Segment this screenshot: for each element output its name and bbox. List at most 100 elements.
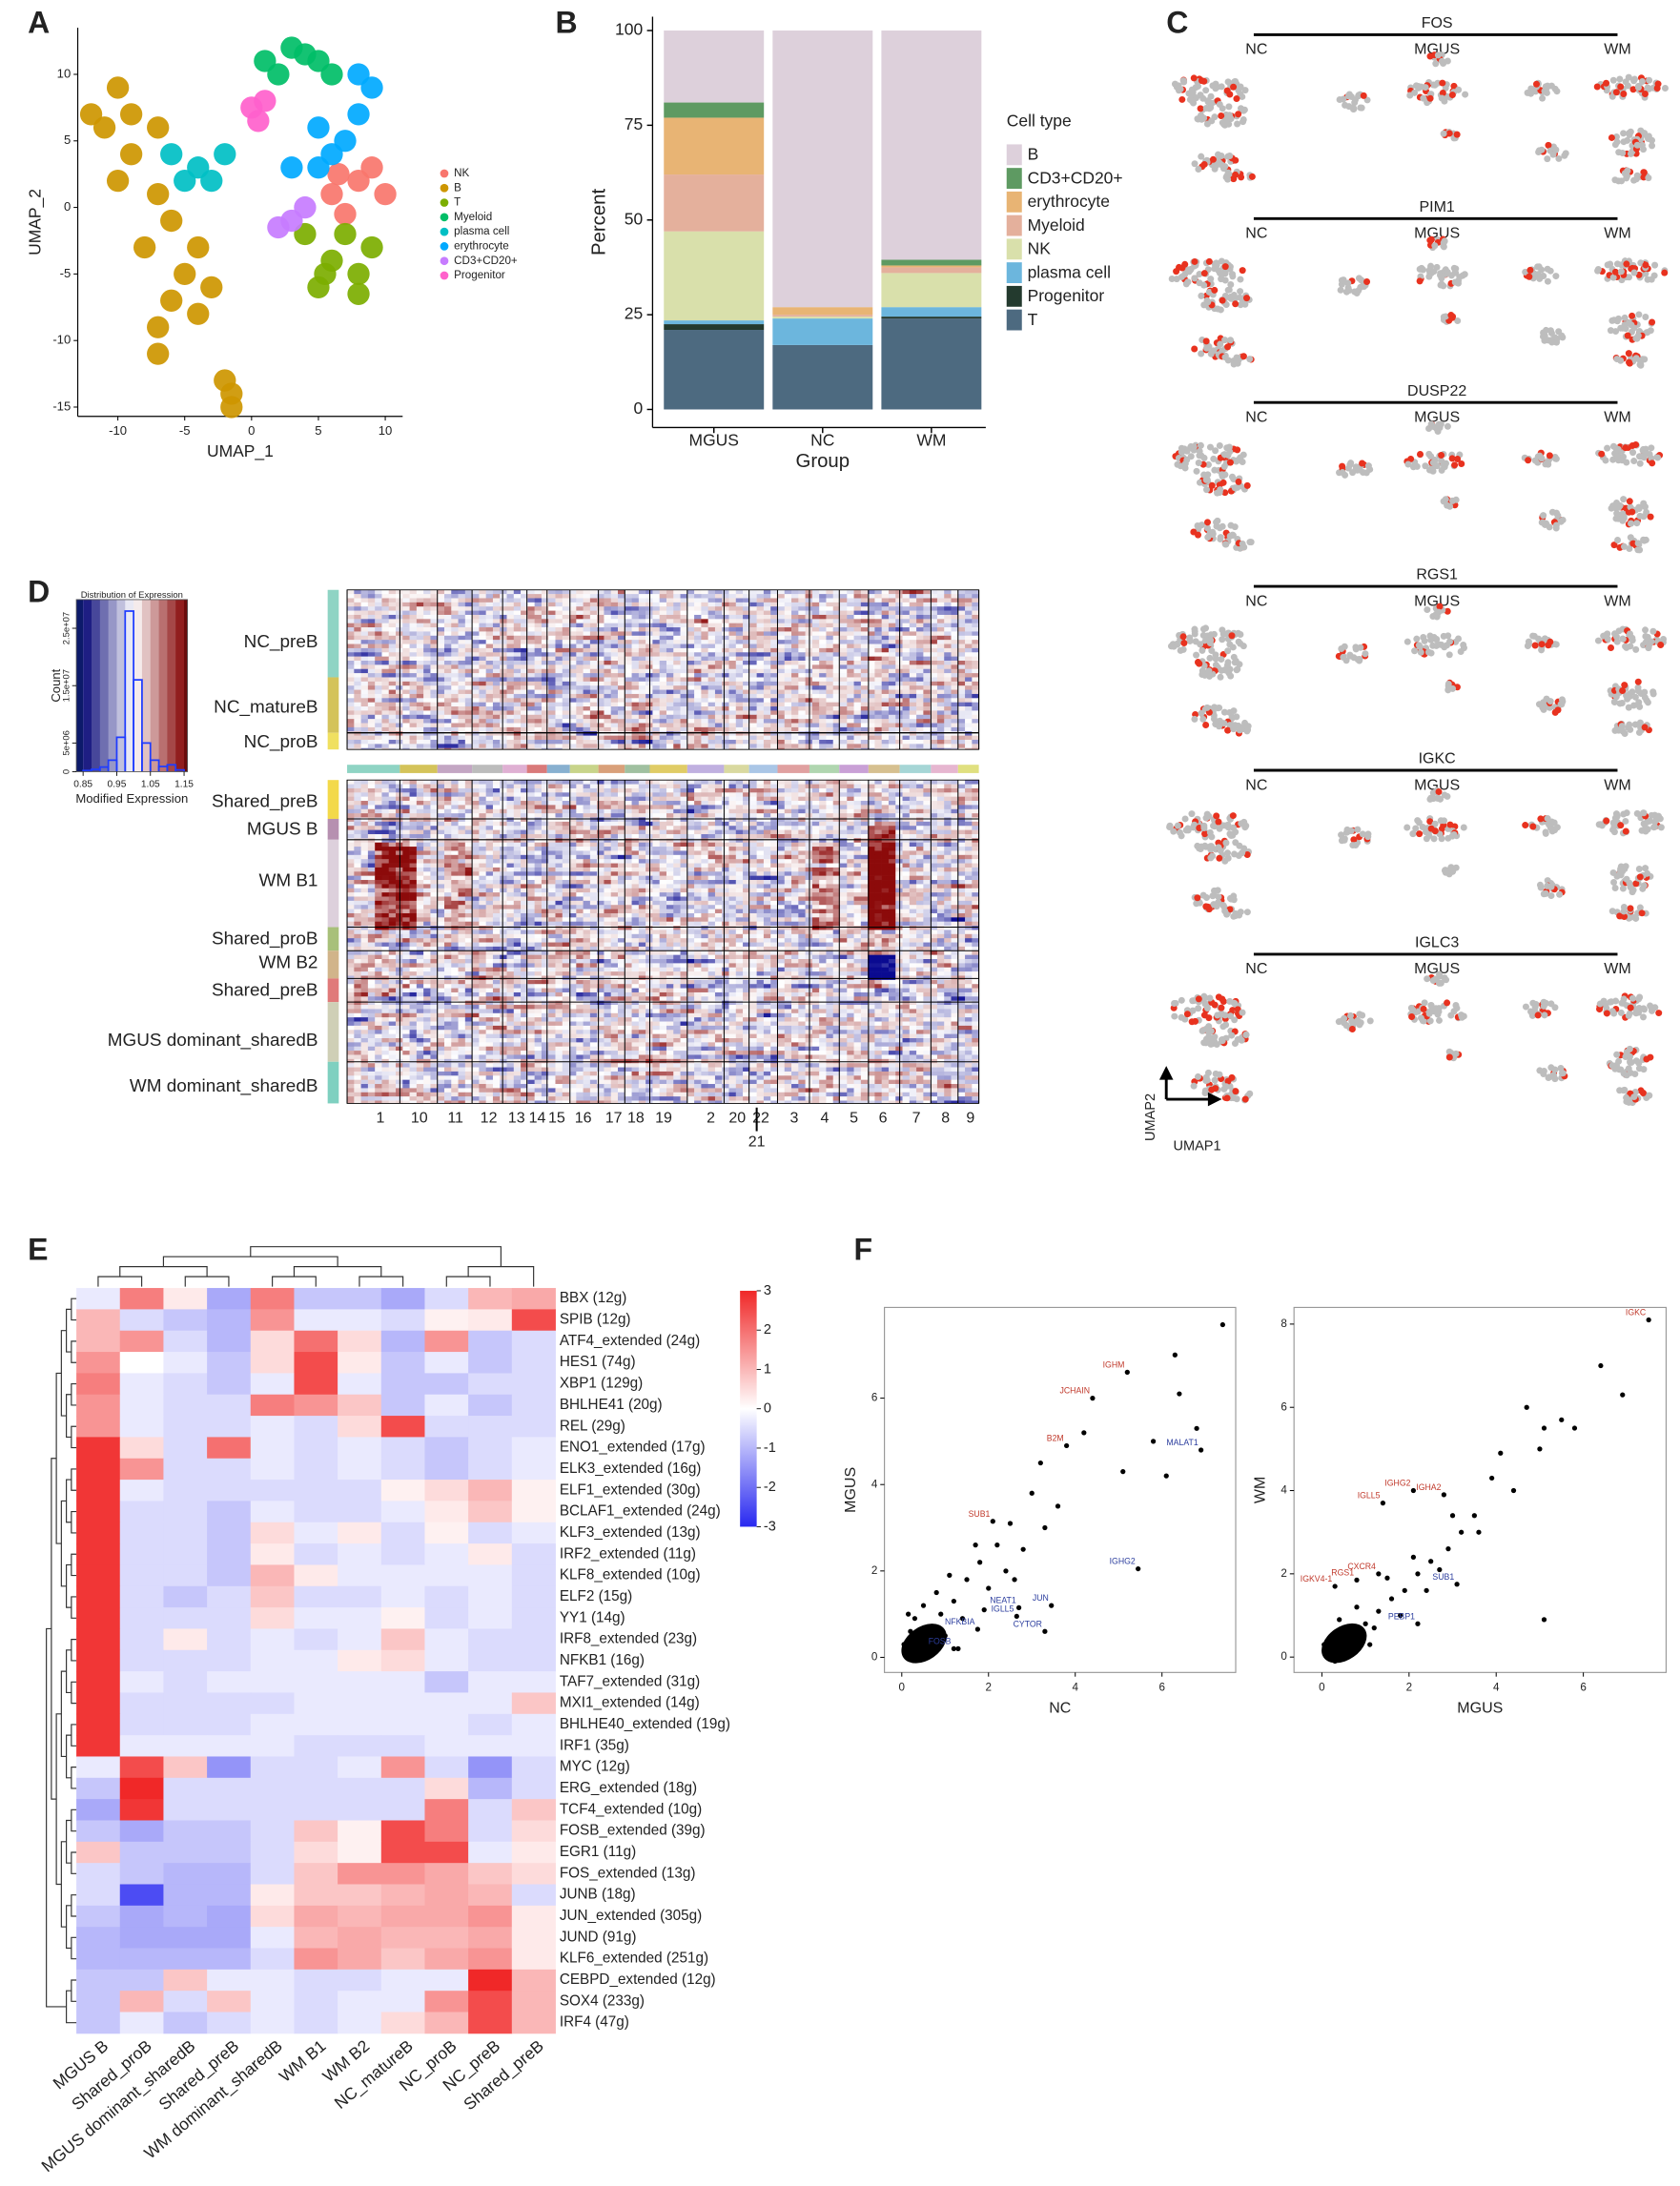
- cell-point: [1354, 826, 1362, 833]
- facet-title: IGKC: [1419, 751, 1456, 767]
- cnv-cell: [347, 689, 355, 695]
- cnv-cell: [625, 689, 632, 695]
- cnv-cell: [416, 681, 424, 686]
- cnv-cell: [458, 606, 466, 611]
- cell-point: [1219, 626, 1226, 634]
- cnv-cell: [714, 640, 723, 644]
- cell-point: [1625, 1011, 1632, 1019]
- cell-point: [1337, 286, 1344, 294]
- cnv-cell: [909, 610, 917, 616]
- cnv-cell: [367, 647, 376, 653]
- cell-point: [1216, 723, 1223, 730]
- cnv-cell: [798, 673, 806, 678]
- cnv-cell: [548, 602, 556, 607]
- cnv-cell: [826, 685, 834, 690]
- cnv-cell: [763, 689, 771, 695]
- cell-point: [1206, 828, 1214, 836]
- cnv-cell: [811, 631, 820, 637]
- cnv-cell: [666, 698, 674, 703]
- cnv-cell: [722, 598, 729, 603]
- cnv-cell: [811, 598, 820, 603]
- cnv-cell: [576, 677, 584, 683]
- cnv-cell: [527, 644, 535, 649]
- cnv-cell: [909, 652, 917, 657]
- cell-point: [1535, 263, 1543, 271]
- cnv-cell: [972, 698, 979, 703]
- cnv-cell: [583, 689, 591, 695]
- cnv-cell: [631, 660, 640, 665]
- cell-point: [1539, 94, 1547, 102]
- cnv-cell: [541, 594, 549, 599]
- cluster-point: [347, 262, 370, 286]
- cnv-cell: [388, 635, 397, 641]
- cell-point: [1432, 1005, 1440, 1012]
- cnv-cell: [479, 640, 486, 644]
- cnv-cell: [375, 619, 382, 623]
- cnv-cell: [763, 606, 771, 611]
- cnv-cell: [840, 664, 848, 670]
- cnv-cell: [923, 668, 931, 674]
- cell-point: [1347, 1011, 1354, 1019]
- cluster-point: [360, 76, 383, 99]
- panel-label: C: [1166, 6, 1188, 40]
- cnv-cell: [881, 640, 890, 644]
- cell-point: [1524, 89, 1531, 96]
- cnv-cell: [631, 594, 640, 599]
- cnv-cell: [451, 640, 459, 644]
- cnv-cell: [965, 619, 973, 623]
- cnv-cell: [464, 623, 473, 628]
- cell-point: [1608, 644, 1615, 652]
- cnv-cell: [381, 702, 390, 707]
- cnv-cell: [909, 664, 917, 670]
- cnv-cell: [659, 664, 667, 670]
- cell-point: [1195, 995, 1202, 1003]
- cell-point: [1227, 895, 1235, 903]
- cnv-cell: [680, 644, 688, 649]
- x-axis-label: UMAP1: [1173, 1138, 1220, 1154]
- cnv-cell: [388, 689, 397, 695]
- cnv-cell: [965, 610, 973, 616]
- cnv-cell: [402, 635, 410, 641]
- cell-point: [1625, 350, 1632, 358]
- cnv-cell: [895, 647, 903, 653]
- cnv-cell: [500, 619, 507, 623]
- legend-label: CD3+CD20+: [454, 255, 518, 267]
- cnv-cell: [659, 594, 667, 599]
- cell-point: [1178, 273, 1185, 280]
- cnv-cell: [485, 627, 494, 632]
- cnv-cell: [625, 702, 632, 707]
- cnv-cell: [555, 693, 563, 699]
- cell-point: [1348, 1025, 1356, 1032]
- cnv-cell: [618, 589, 625, 595]
- cnv-cell: [777, 627, 786, 632]
- cnv-cell: [749, 644, 757, 649]
- cell-point: [1416, 830, 1424, 838]
- cluster-point: [160, 209, 183, 233]
- cnv-cell: [492, 647, 501, 653]
- cell-point: [1556, 890, 1564, 898]
- cell-point: [1644, 84, 1651, 92]
- cnv-cell: [714, 619, 723, 623]
- cell-point: [1551, 1004, 1559, 1011]
- cnv-cell: [756, 598, 765, 603]
- cell-point: [1444, 501, 1451, 509]
- cnv-cell: [555, 664, 563, 670]
- cnv-cell: [735, 644, 744, 649]
- cnv-cell: [479, 698, 486, 703]
- cell-point: [1648, 444, 1655, 452]
- facet-title: RGS1: [1416, 567, 1458, 583]
- cnv-cell: [944, 598, 952, 603]
- cnv-cell: [638, 668, 646, 674]
- cnv-cell: [805, 668, 813, 674]
- cnv-cell: [492, 664, 501, 670]
- cnv-cell: [402, 619, 410, 623]
- cnv-cell: [527, 631, 535, 637]
- cnv-cell: [853, 614, 862, 620]
- cnv-cell: [666, 606, 674, 611]
- legend-swatch: [1006, 262, 1022, 283]
- cluster-point: [334, 222, 357, 246]
- cell-point: [1195, 1005, 1202, 1012]
- cnv-cell: [485, 702, 494, 707]
- cnv-cell: [458, 610, 466, 616]
- cnv-cell: [763, 677, 771, 683]
